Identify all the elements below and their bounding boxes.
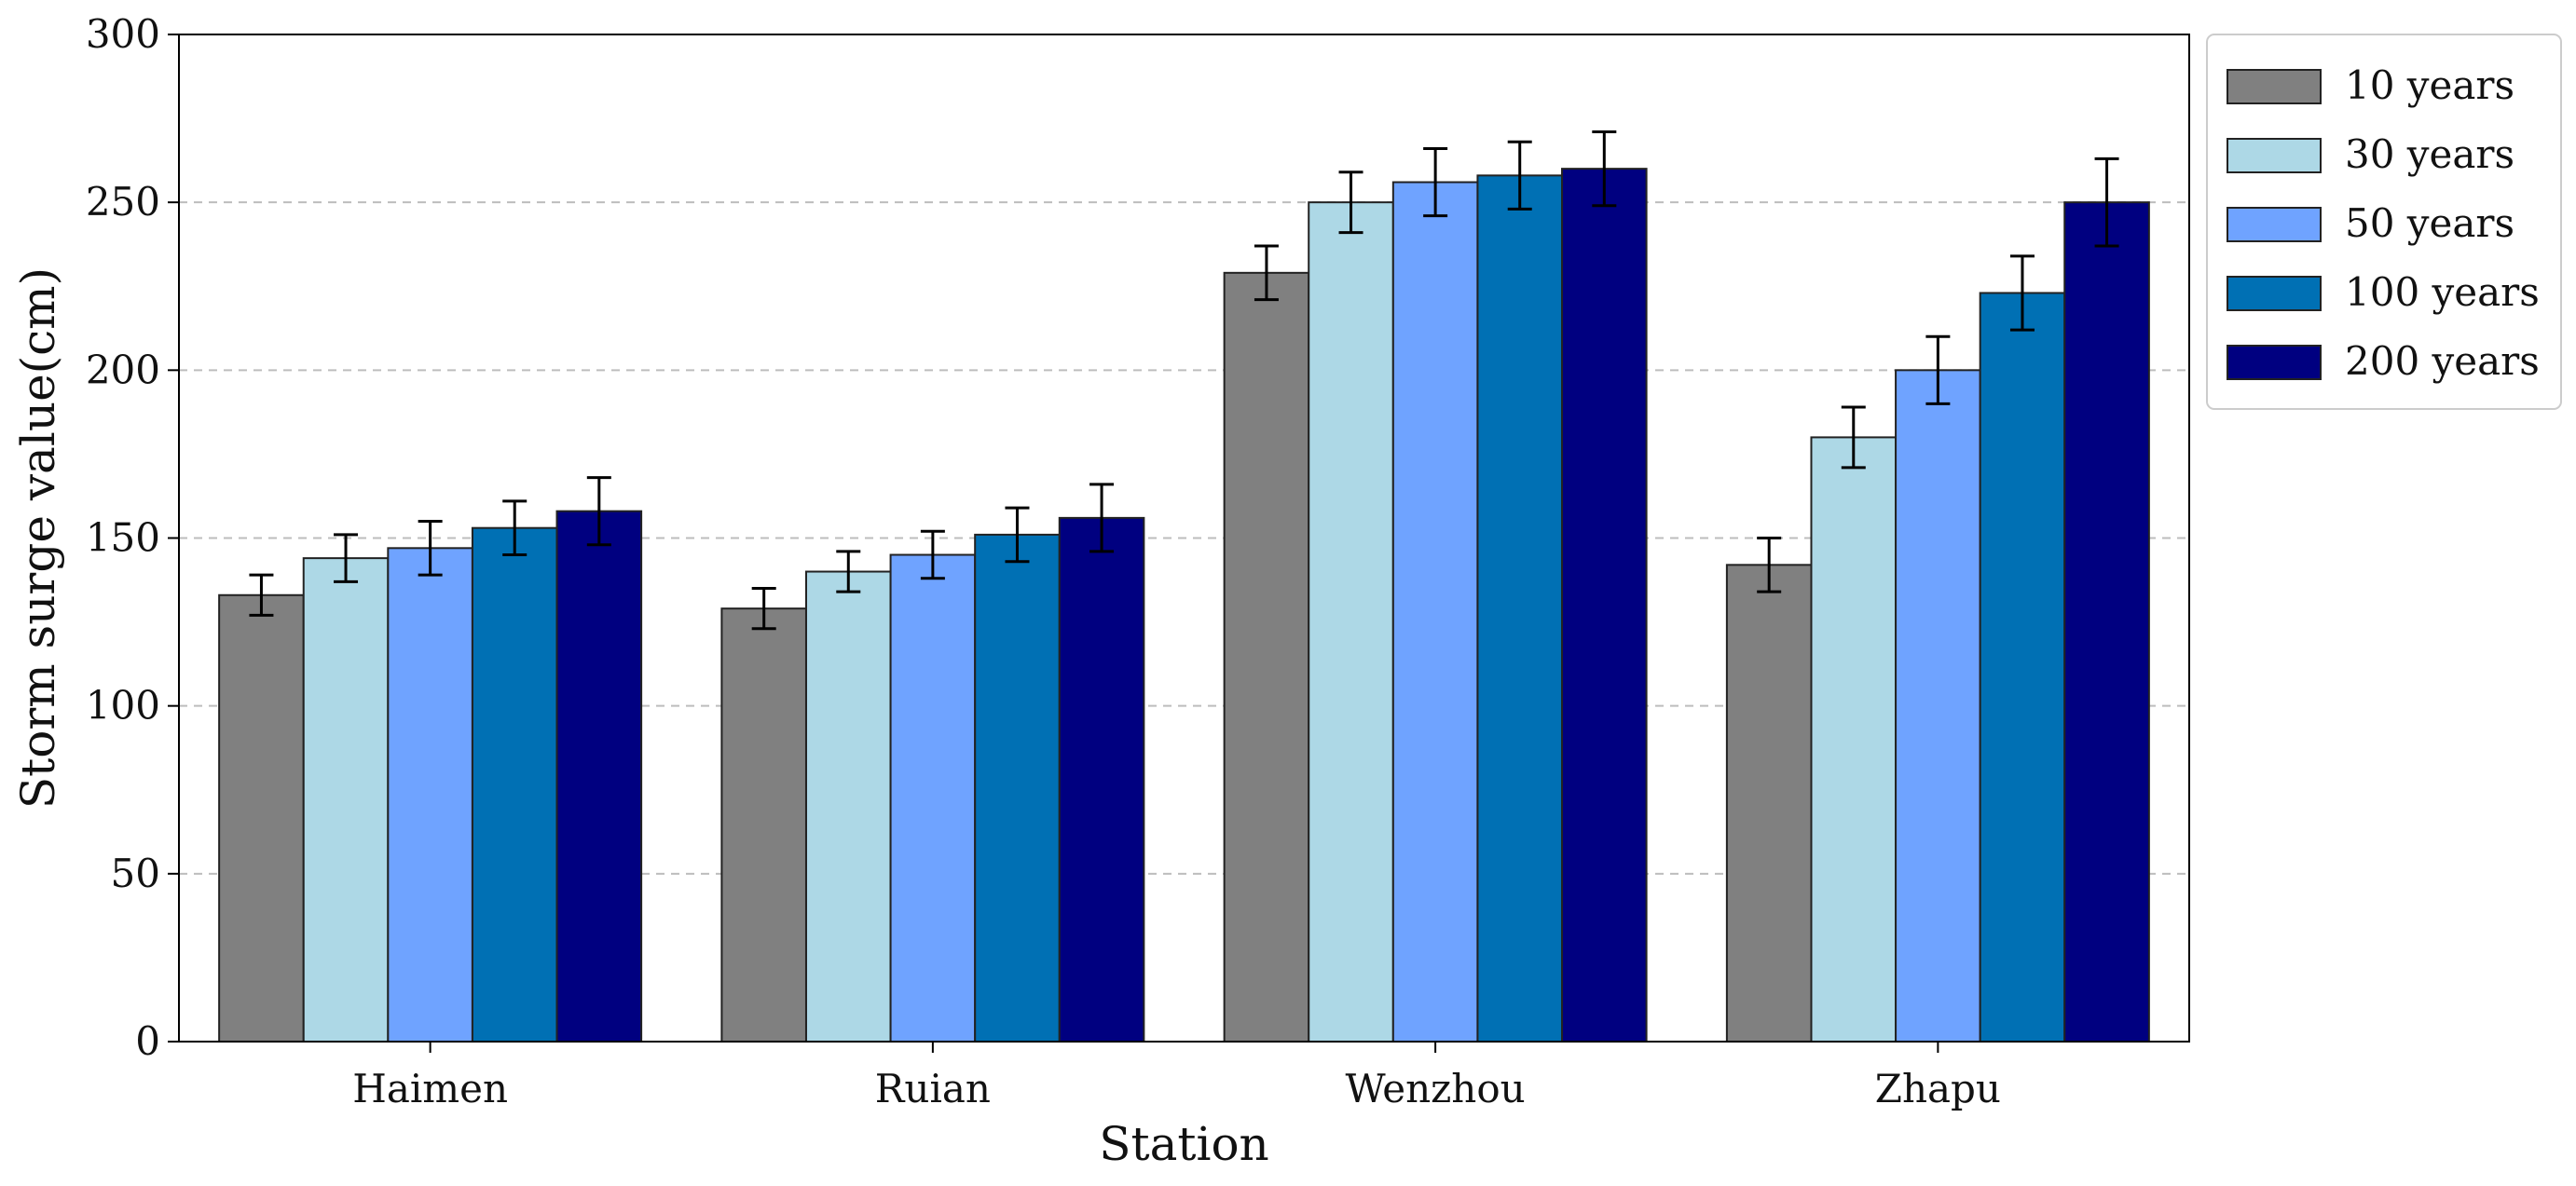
bar [218,593,305,1043]
bar [1979,292,2066,1043]
legend-swatch [2227,276,2322,311]
bar [720,607,807,1043]
bar [1223,271,1310,1043]
y-tick-label: 250 [86,179,160,225]
axis-ticks: 0 50 100 150 200 250 300 Haimen Ruian Wenzhou Zhap… [86,11,2001,1111]
bar [1810,436,1898,1043]
legend: 10 years 30 years 50 years 100 years 200 yea… [2206,34,2562,410]
bars [218,168,2150,1043]
bar [1561,168,1648,1043]
bar [302,557,390,1043]
y-tick-label: 100 [86,683,160,729]
bar [804,570,892,1043]
bar [1476,174,1564,1043]
bar [974,533,1061,1043]
legend-label: 100 years [2345,269,2540,315]
bar [471,526,558,1043]
bar [1391,181,1479,1043]
bar [1895,369,1981,1043]
legend-label: 50 years [2345,200,2514,246]
x-tick-label: Zhapu [1875,1066,2001,1111]
bar [1725,564,1813,1043]
legend-swatch [2227,69,2322,104]
bar [889,553,977,1043]
legend-frame [2206,34,2562,410]
legend-swatch [2227,345,2322,380]
y-tick-label: 200 [86,347,160,392]
bar [1308,201,1394,1043]
bar [2063,201,2150,1043]
error-bars [249,130,2119,631]
bar [555,510,643,1043]
x-tick-label: Haimen [352,1066,508,1111]
y-tick-label: 50 [111,851,160,896]
x-tick-label: Ruian [875,1066,991,1111]
x-axis-title: Station [1099,1117,1269,1171]
y-axis-title: Storm surge value(cm) [11,267,65,809]
legend-label: 200 years [2345,338,2540,384]
y-tick-label: 0 [135,1018,160,1064]
bar [1058,516,1145,1043]
x-tick-label: Wenzhou [1346,1066,1526,1111]
legend-swatch [2227,207,2322,242]
legend-label: 10 years [2345,62,2514,108]
bar [387,547,473,1043]
y-tick-label: 300 [86,11,160,57]
legend-swatch [2227,138,2322,173]
y-tick-label: 150 [86,515,160,561]
legend-label: 30 years [2345,131,2514,177]
